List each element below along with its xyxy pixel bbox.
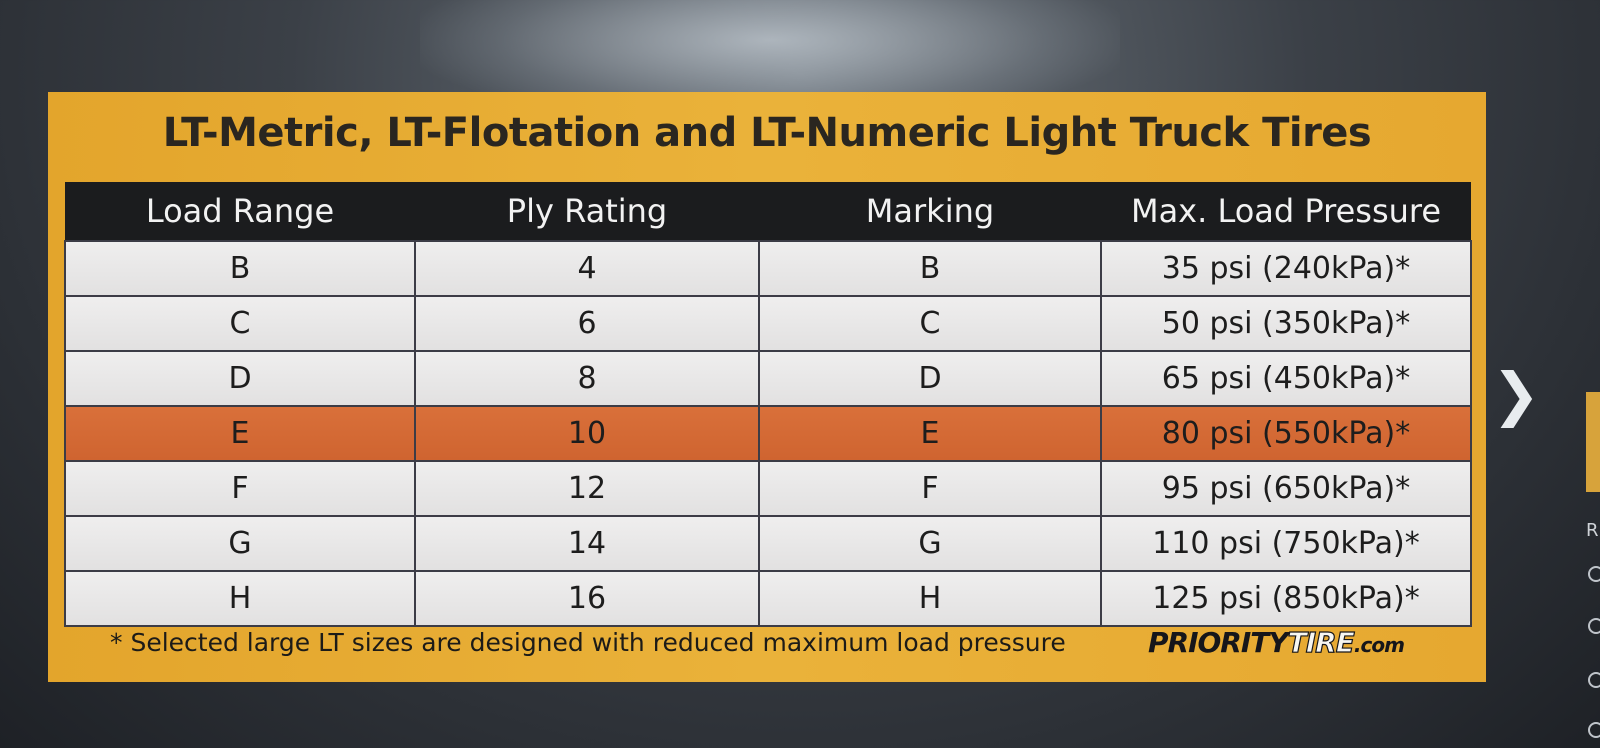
chart-title: LT-Metric, LT-Flotation and LT-Numeric L…: [162, 110, 1372, 156]
cell-max-load-pressure: 110 psi (750kPa)*: [1100, 515, 1472, 572]
next-image-thumbnail[interactable]: [1586, 392, 1600, 492]
cell-max-load-pressure: 50 psi (350kPa)*: [1100, 295, 1472, 352]
cell-ply-rating: 10: [414, 405, 760, 462]
tire-chart-card: LT-Metric, LT-Flotation and LT-Numeric L…: [48, 92, 1486, 682]
cell-max-load-pressure: 95 psi (650kPa)*: [1100, 460, 1472, 517]
column-header-marking: Marking: [759, 182, 1101, 241]
column-header-ply-rating: Ply Rating: [415, 182, 759, 241]
cell-ply-rating: 14: [414, 515, 760, 572]
cell-max-load-pressure: 80 psi (550kPa)*: [1100, 405, 1472, 462]
side-panel-circle-icon[interactable]: [1588, 722, 1600, 738]
brand-part-tire: TIRE: [1287, 625, 1355, 659]
cell-max-load-pressure: 65 psi (450kPa)*: [1100, 350, 1472, 407]
cell-load-range: G: [64, 515, 416, 572]
cell-ply-rating: 8: [414, 350, 760, 407]
side-panel-letter: R: [1586, 520, 1599, 541]
cell-ply-rating: 4: [414, 240, 760, 297]
brand-part-com: .com: [1353, 633, 1405, 657]
cell-ply-rating: 6: [414, 295, 760, 352]
cell-load-range: B: [64, 240, 416, 297]
cell-max-load-pressure: 35 psi (240kPa)*: [1100, 240, 1472, 297]
table-row: E 10 E 80 psi (550kPa)*: [64, 405, 1472, 462]
load-range-table: Load Range Ply Rating Marking Max. Load …: [64, 182, 1472, 627]
column-header-max-load-pressure: Max. Load Pressure: [1101, 182, 1471, 241]
table-row: G 14 G 110 psi (750kPa)*: [64, 515, 1472, 572]
side-panel-circle-icon[interactable]: [1588, 566, 1600, 582]
cell-marking: D: [758, 350, 1102, 407]
cell-load-range: D: [64, 350, 416, 407]
cell-load-range: E: [64, 405, 416, 462]
table-row: F 12 F 95 psi (650kPa)*: [64, 460, 1472, 517]
column-header-load-range: Load Range: [65, 182, 415, 241]
cell-marking: B: [758, 240, 1102, 297]
cell-max-load-pressure: 125 psi (850kPa)*: [1100, 570, 1472, 627]
cell-load-range: C: [64, 295, 416, 352]
side-panel-circle-icon[interactable]: [1588, 618, 1600, 634]
footnote: * Selected large LT sizes are designed w…: [110, 628, 1066, 657]
table-row: D 8 D 65 psi (450kPa)*: [64, 350, 1472, 407]
search-icon[interactable]: [1588, 672, 1600, 688]
table-row: C 6 C 50 psi (350kPa)*: [64, 295, 1472, 352]
cell-ply-rating: 16: [414, 570, 760, 627]
cell-load-range: F: [64, 460, 416, 517]
table-header-row: Load Range Ply Rating Marking Max. Load …: [65, 182, 1471, 241]
brand-part-priority: PRIORITY: [1148, 626, 1289, 659]
cell-marking: G: [758, 515, 1102, 572]
cell-marking: C: [758, 295, 1102, 352]
cell-ply-rating: 12: [414, 460, 760, 517]
cell-marking: F: [758, 460, 1102, 517]
cell-marking: H: [758, 570, 1102, 627]
table-body: B 4 B 35 psi (240kPa)* C 6 C 50 psi (350kPa)* D 8…: [64, 240, 1472, 627]
cell-marking: E: [758, 405, 1102, 462]
cell-load-range: H: [64, 570, 416, 627]
table-row: H 16 H 125 psi (850kPa)*: [64, 570, 1472, 627]
next-slide-arrow-icon[interactable]: ❯: [1491, 360, 1541, 428]
priority-tire-logo: PRIORITYTIRE.com: [1148, 625, 1405, 659]
table-row: B 4 B 35 psi (240kPa)*: [64, 240, 1472, 297]
